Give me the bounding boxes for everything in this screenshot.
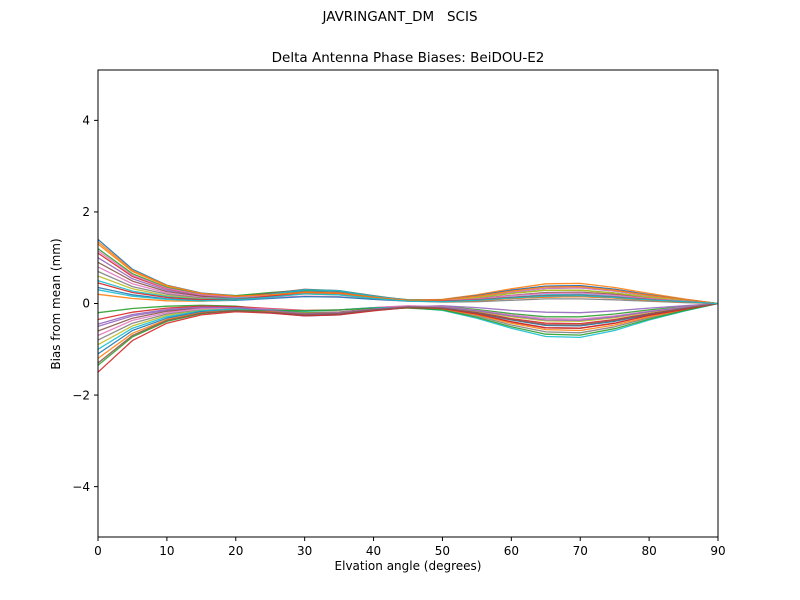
x-tick-label: 50: [435, 544, 450, 558]
x-tick-label: 60: [504, 544, 519, 558]
y-tick-label: 4: [82, 114, 90, 128]
y-tick-label: 0: [82, 297, 90, 311]
x-tick-label: 20: [228, 544, 243, 558]
series-line-line-28: [97, 302, 719, 364]
x-tick-label: 0: [94, 544, 102, 558]
x-tick-label: 10: [159, 544, 174, 558]
series-line-line-17: [97, 302, 719, 337]
y-tick-label: −2: [72, 388, 90, 402]
y-axis-label: Bias from mean (mm): [49, 238, 63, 370]
y-tick-label: 2: [82, 205, 90, 219]
x-tick-label: 40: [366, 544, 381, 558]
x-tick-label: 90: [710, 544, 725, 558]
series-line-line-30: [97, 289, 719, 305]
x-axis-label: Elvation angle (degrees): [334, 559, 482, 573]
axes-spine-box: [97, 69, 719, 538]
x-tick-label: 80: [641, 544, 656, 558]
series-line-line-29: [97, 241, 719, 305]
figure-suptitle: JAVRINGANT_DM SCIS: [322, 9, 478, 25]
axes-title: Delta Antenna Phase Biases: BeiDOU-E2: [271, 50, 545, 66]
x-tick-label: 70: [573, 544, 588, 558]
x-tick-label: 30: [297, 544, 312, 558]
y-tick-label: −4: [72, 480, 90, 494]
